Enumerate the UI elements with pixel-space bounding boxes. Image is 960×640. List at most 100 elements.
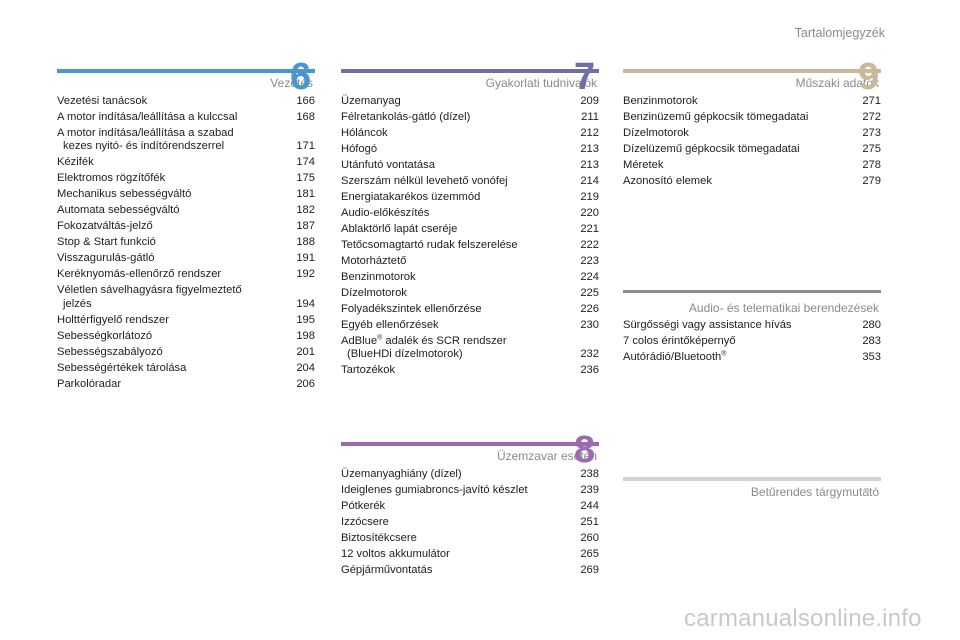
toc-entry[interactable]: Sebességkorlátozó 198	[57, 330, 315, 343]
toc-entry[interactable]: Szerszám nélkül levehető vonófej 214	[341, 175, 599, 188]
toc-entry[interactable]: Biztosítékcsere 260	[341, 532, 599, 545]
toc-entry[interactable]: Ablaktörlő lapát cseréje 221	[341, 223, 599, 236]
toc-entry-page: 236	[580, 364, 599, 377]
toc-entry[interactable]: Autórádió/Bluetooth® 353	[623, 350, 881, 364]
toc-entry-title: Sebességszabályozó	[57, 346, 296, 359]
toc-entry[interactable]: Üzemanyaghiány (dízel) 238	[341, 468, 599, 481]
toc-entry-text: Üzemanyag	[341, 95, 401, 107]
toc-entry-page: 188	[296, 236, 315, 249]
toc-entry[interactable]: Sürgősségi vagy assistance hívás 280	[623, 319, 881, 332]
toc-entry-page: 174	[296, 156, 315, 169]
toc-entry-title: Üzemanyag	[341, 95, 580, 108]
toc-entry[interactable]: Sebességszabályozó 201	[57, 346, 315, 359]
toc-entry-text: Pótkerék	[341, 500, 386, 512]
toc-entry-title: Tetőcsomagtartó rudak felszerelése	[341, 239, 580, 252]
toc-entry-page: 226	[580, 303, 599, 315]
toc-entry-text: A motor indítása/leállítása a szabad	[57, 127, 234, 139]
toc-entry-page: 219	[580, 191, 599, 203]
toc-entry[interactable]: Izzócsere 251	[341, 516, 599, 529]
toc-entry[interactable]: Holttérfigyelő rendszer 195	[57, 314, 315, 327]
toc-entry[interactable]: Motorháztető 223	[341, 255, 599, 268]
toc-entry-title: Azonosító elemek	[623, 175, 862, 188]
toc-entry[interactable]: Visszagurulás-gátló 191	[57, 252, 315, 265]
toc-entry[interactable]: Energiatakarékos üzemmód 219	[341, 191, 599, 204]
toc-entry-text: Benzinüzemű gépkocsik tömegadatai	[623, 111, 809, 123]
toc-entry-page: 181	[296, 188, 315, 201]
toc-entry-title: Sürgősségi vagy assistance hívás	[623, 319, 862, 332]
toc-entry[interactable]: Azonosító elemek 279	[623, 175, 881, 188]
toc-entry[interactable]: A motor indítása/leállítása a szabad keze…	[57, 127, 315, 154]
toc-entry[interactable]: Folyadékszintek ellenőrzése 226	[341, 303, 599, 316]
toc-entry-text: Szerszám nélkül levehető vonófej	[341, 175, 508, 187]
toc-entry-page: 191	[296, 252, 315, 265]
toc-entry[interactable]: Gépjárművontatás 269	[341, 564, 599, 577]
toc-entry-text: kezes nyitó- és indítórendszerrel	[63, 140, 225, 153]
toc-entry-page: 194	[296, 297, 315, 310]
toc-entry-title: Méretek	[623, 159, 862, 172]
toc-entry-page: 251	[580, 516, 599, 528]
toc-entry-page: 211	[581, 111, 599, 123]
toc-entry[interactable]: Sebességértékek tárolása 204	[57, 362, 315, 375]
toc-entry[interactable]: Méretek 278	[623, 159, 881, 172]
toc-entry-page: 271	[862, 95, 881, 107]
section-bar	[623, 290, 881, 293]
toc-entry-title: Benzinmotorok	[341, 271, 580, 284]
toc-entry[interactable]: Tetőcsomagtartó rudak felszerelése 222	[341, 239, 599, 252]
toc-entry[interactable]: AdBlue® adalék és SCR rendszer (BlueHDi d…	[341, 334, 599, 362]
toc-entry[interactable]: Benzinmotorok 271	[623, 95, 881, 108]
toc-entry[interactable]: A motor indítása/leállítása a kulccsal 16…	[57, 111, 315, 124]
toc-entry-title: Automata sebességváltó	[57, 204, 296, 217]
toc-entry[interactable]: Dízelmotorok 273	[623, 127, 881, 140]
toc-entry-page: 223	[580, 255, 599, 267]
toc-entry[interactable]: Utánfutó vontatása 213	[341, 159, 599, 172]
toc-entry[interactable]: Hóláncok 212	[341, 127, 599, 140]
toc-entry[interactable]: 7 colos érintőképernyő 283	[623, 335, 881, 348]
toc-entry-text: Parkolóradar	[57, 377, 122, 390]
toc-entry[interactable]: Kézifék 174	[57, 156, 315, 169]
toc-entry[interactable]: Stop & Start funkció 188	[57, 236, 315, 249]
toc-entry-text: Stop & Start funkció	[57, 236, 156, 249]
toc-entry[interactable]: Mechanikus sebességváltó 181	[57, 188, 315, 201]
toc-entry-title: Hófogó	[341, 143, 580, 156]
toc-entry-text: Mechanikus sebességváltó	[57, 188, 192, 201]
toc-entry-text: Sebességértékek tárolása	[57, 361, 187, 374]
toc-entry[interactable]: Elektromos rögzítőfék 175	[57, 172, 315, 185]
toc-entry[interactable]: Fokozatváltás-jelző 187	[57, 220, 315, 233]
toc-entry-page: 182	[296, 204, 315, 217]
decorative-square	[864, 488, 869, 493]
toc-entry[interactable]: Automata sebességváltó 182	[57, 204, 315, 217]
toc-entry[interactable]: Tartozékok 236	[341, 364, 599, 377]
section-header: Gyakorlati tudnivalók	[341, 73, 599, 93]
toc-entry[interactable]: Egyéb ellenőrzések 230	[341, 319, 599, 332]
toc-list: Üzemanyag 209 Félretankolás-gátló (dízel) 2…	[341, 95, 599, 378]
toc-list: Benzinmotorok 271 Benzinüzemű gépkocsik tö…	[623, 95, 881, 188]
toc-entry[interactable]: Dízelüzemű gépkocsik tömegadatai 275	[623, 143, 881, 156]
toc-entry-text: (BlueHDi dízelmotorok)	[347, 348, 463, 361]
toc-entry-text: Egyéb ellenőrzések	[341, 319, 439, 331]
toc-entry[interactable]: Félretankolás-gátló (dízel) 211	[341, 111, 599, 124]
section-header: Műszaki adatok	[623, 73, 881, 93]
toc-entry[interactable]: 12 voltos akkumulátor 265	[341, 548, 599, 561]
toc-entry[interactable]: Üzemanyag 209	[341, 95, 599, 108]
toc-entry[interactable]: Pótkerék 244	[341, 500, 599, 513]
toc-entry[interactable]: Dízelmotorok 225	[341, 287, 599, 300]
toc-entry-page: 175	[296, 172, 315, 185]
toc-entry[interactable]: Hófogó 213	[341, 143, 599, 156]
toc-entry-title: Folyadékszintek ellenőrzése	[341, 303, 580, 316]
toc-entry[interactable]: Véletlen sávelhagyásra figyelmeztető jelz…	[57, 284, 315, 311]
toc-entry[interactable]: Benzinmotorok 224	[341, 271, 599, 284]
page-header-title: Tartalomjegyzék	[794, 26, 885, 40]
toc-entry-text: Dízelüzemű gépkocsik tömegadatai	[623, 143, 800, 155]
toc-entry[interactable]: Audio-előkészítés 220	[341, 207, 599, 220]
toc-entry-text: Sebességkorlátozó	[57, 329, 153, 342]
toc-entry[interactable]: Parkolóradar 206	[57, 378, 315, 391]
toc-entry[interactable]: Ideiglenes gumiabroncs-javító készlet 239	[341, 484, 599, 497]
toc-entry[interactable]: Benzinüzemű gépkocsik tömegadatai 272	[623, 111, 881, 124]
toc-entry[interactable]: Keréknyomás-ellenőrző rendszer 192	[57, 268, 315, 281]
toc-entry[interactable]: Vezetési tanácsok 166	[57, 95, 315, 108]
toc-list: Vezetési tanácsok 166 A motor indítása/leá…	[57, 95, 315, 391]
toc-entry-text: Gépjárművontatás	[341, 564, 433, 576]
toc-entry-text: Energiatakarékos üzemmód	[341, 191, 481, 203]
section-header: Audio- és telematikai berendezések	[623, 293, 881, 317]
toc-entry-text: Kézifék	[57, 156, 94, 169]
